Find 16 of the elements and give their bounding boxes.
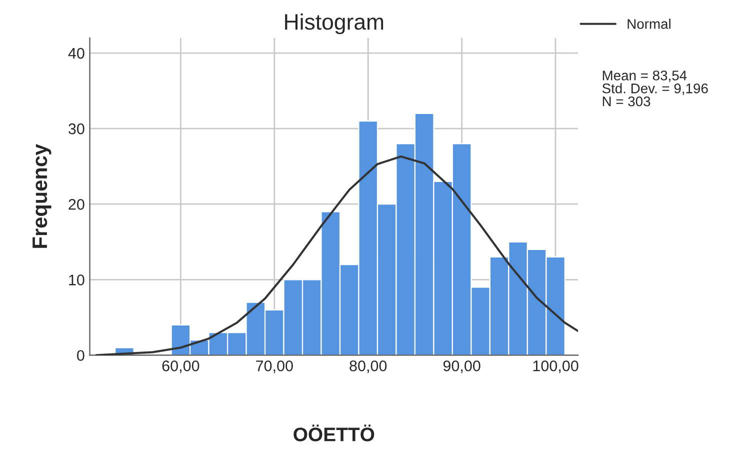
y-axis-title: Frequency — [32, 144, 52, 248]
chart-title: Histogram — [285, 13, 384, 34]
y-tick-label: 20 — [68, 198, 84, 210]
legend-label: Normal — [628, 18, 670, 29]
line-series — [95, 155, 578, 356]
text: Mean = 83,54 Std. Dev. = 9,196 N = 303 — [602, 70, 708, 106]
x-tick-label: 90,00 — [443, 360, 480, 374]
y-tick-label: 30 — [68, 123, 84, 134]
y-tick-label: 40 — [68, 48, 84, 59]
y-tick-label: 10 — [69, 274, 84, 286]
x-tick-label: 60,00 — [162, 360, 200, 374]
x-axis-title: OÖETTÖ — [294, 424, 374, 442]
y-tick-label: 0 — [77, 350, 84, 361]
x-tick-label: 100,00 — [533, 360, 578, 374]
x-tick-label: 70,00 — [256, 360, 293, 374]
x-tick-label: 80,00 — [350, 360, 387, 374]
